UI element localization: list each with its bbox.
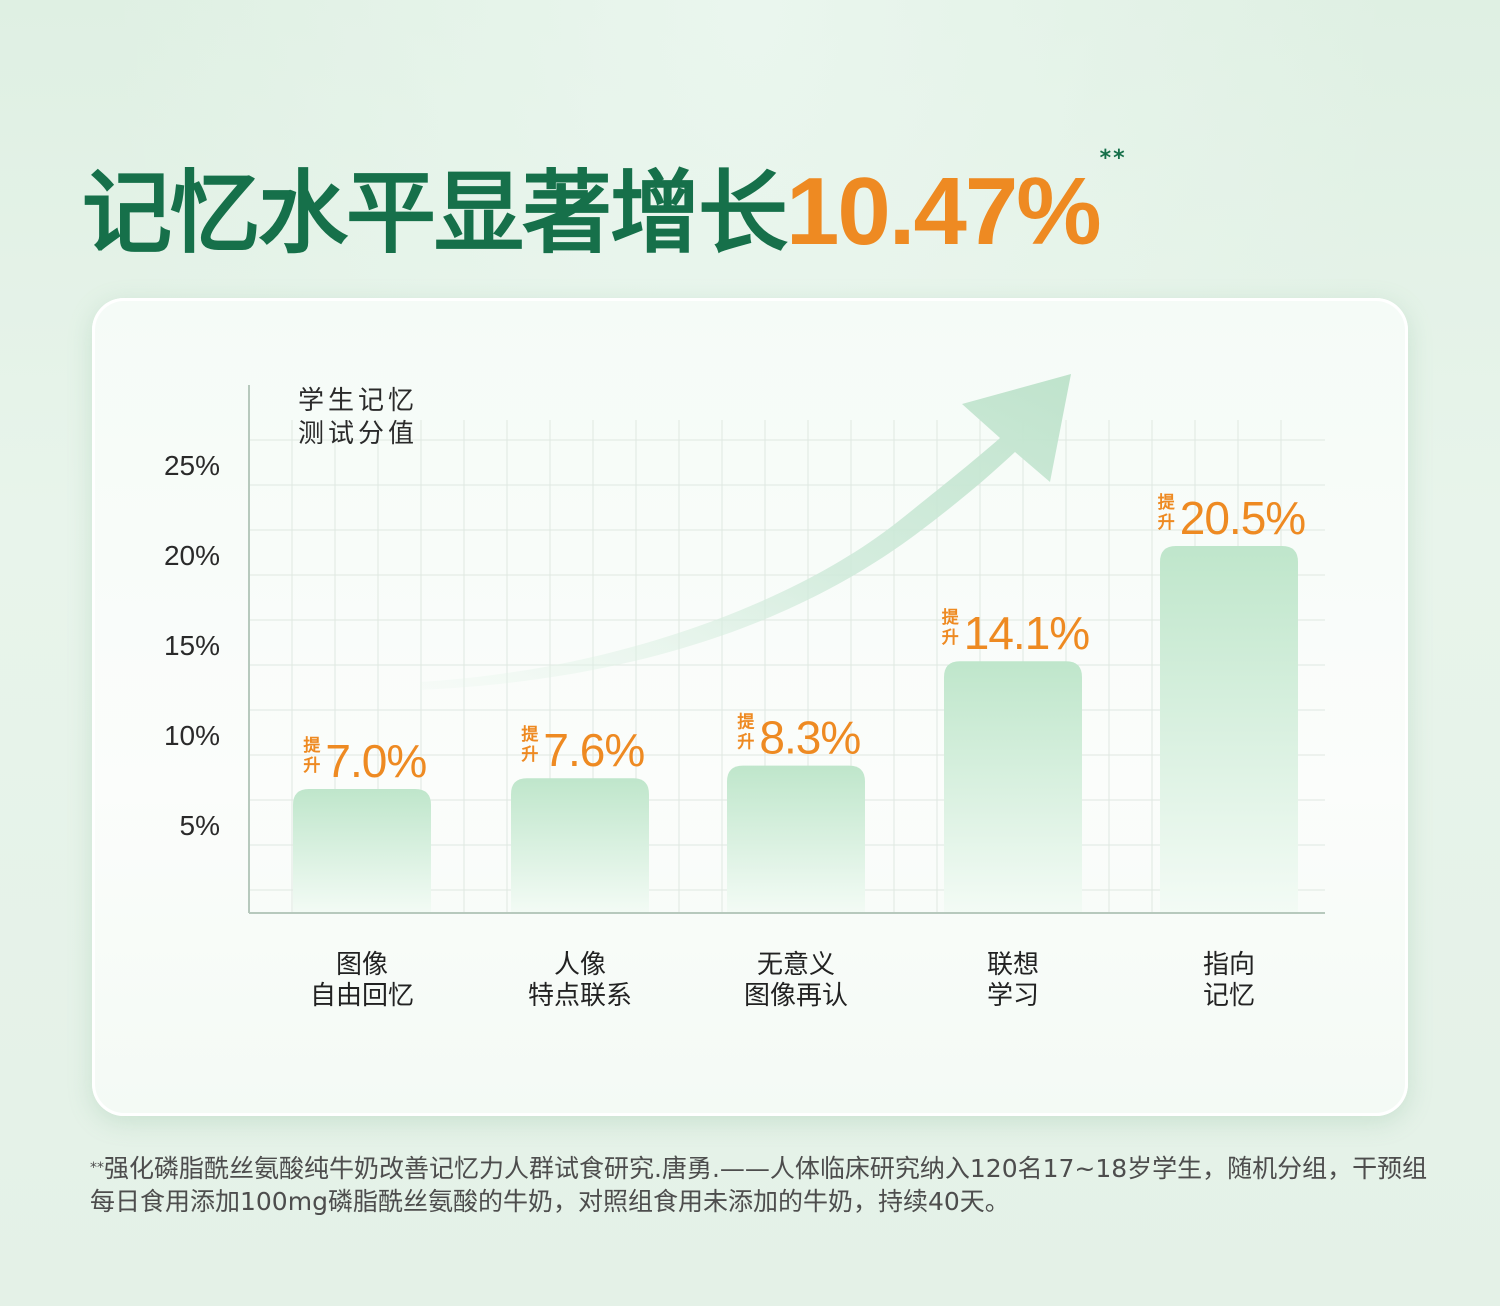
label-prefix: 升 (521, 745, 538, 765)
value-label: 20.5% (1180, 492, 1306, 544)
label-prefix: 提 (942, 608, 960, 628)
x-tick-label: 图像 (336, 950, 388, 980)
y-tick-label: 15% (164, 630, 220, 661)
y-tick-label: 20% (164, 540, 220, 571)
x-tick-label: 指向 (1203, 950, 1255, 980)
label-prefix: 提 (737, 713, 755, 733)
headline: 记忆水平显著增长10.47%** (82, 140, 1127, 266)
value-label: 7.6% (543, 724, 644, 776)
label-prefix: 升 (303, 756, 320, 776)
footnote-text: 强化磷脂酰丝氨酸纯牛奶改善记忆力人群试食研究.唐勇.——人体临床研究纳入120名… (90, 1154, 1428, 1216)
label-prefix: 升 (737, 733, 754, 753)
trend-arrow (420, 374, 1071, 690)
x-tick-label: 记忆 (1203, 981, 1255, 1011)
label-prefix: 提 (521, 725, 539, 745)
bar (293, 789, 431, 913)
label-prefix: 升 (1158, 513, 1175, 533)
y-tick-labels: 25% 20% 15% 10% 5% (164, 450, 220, 841)
x-tick-label: 学习 (987, 981, 1039, 1011)
bars (293, 546, 1298, 913)
label-prefix: 提 (1158, 493, 1176, 513)
x-tick-label: 特点联系 (528, 981, 632, 1011)
y-axis-title-line: 学生记忆 (298, 386, 418, 416)
footnote: **强化磷脂酰丝氨酸纯牛奶改善记忆力人群试食研究.唐勇.——人体临床研究纳入12… (90, 1152, 1430, 1218)
bar (944, 661, 1082, 913)
bar (511, 778, 649, 913)
x-tick-label: 联想 (987, 950, 1039, 980)
x-tick-label: 人像 (554, 950, 606, 980)
y-tick-label: 25% (164, 450, 220, 481)
value-label: 8.3% (759, 712, 860, 764)
headline-marker: ** (1099, 146, 1127, 171)
value-label: 14.1% (964, 607, 1090, 659)
bar (1160, 546, 1298, 913)
y-tick-label: 10% (164, 720, 220, 751)
x-tick-label: 无意义 (757, 950, 835, 980)
label-prefix: 提 (303, 736, 321, 756)
value-label: 7.0% (325, 735, 426, 787)
x-tick-label: 自由回忆 (310, 981, 414, 1011)
headline-percent: 10.47% (786, 158, 1102, 265)
y-tick-label: 5% (180, 810, 220, 841)
y-axis-title-line: 测试分值 (298, 419, 418, 449)
bar (727, 765, 865, 913)
headline-text: 记忆水平显著增长 (82, 161, 788, 266)
footnote-marker: ** (90, 1160, 104, 1176)
x-tick-label: 图像再认 (744, 981, 848, 1011)
value-labels: 提升 7.0% 提升 7.6%提升 8.3%提升 14.1%提升 20.5% (303, 492, 1306, 787)
label-prefix: 升 (942, 628, 959, 648)
